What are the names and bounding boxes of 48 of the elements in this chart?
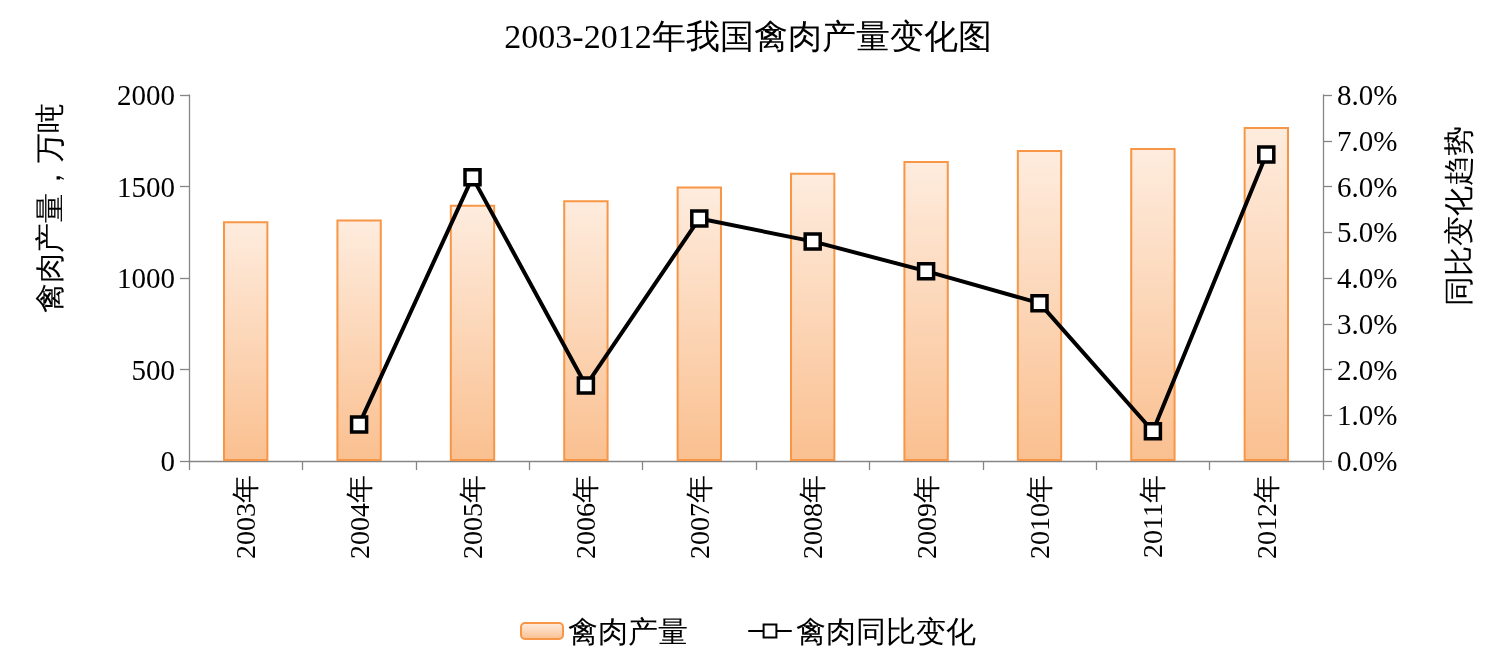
bar [1243, 127, 1289, 461]
y2-tick-label: 6.0% [1337, 170, 1398, 203]
bar [1016, 149, 1063, 461]
chart-title: 2003-2012年我国禽肉产量变化图 [504, 17, 992, 55]
y-tick-label: 0 [160, 445, 175, 477]
y2-tick-label: 4.0% [1337, 262, 1398, 294]
y2-tick-label: 1.0% [1337, 399, 1398, 432]
y2-tick-label: 3.0% [1337, 307, 1398, 340]
x-tick-label: 2012年 [1250, 475, 1282, 559]
x-tick-label: 2004年 [343, 475, 375, 559]
bar [790, 172, 836, 461]
point [803, 232, 822, 251]
x-tick-label: 2005年 [457, 475, 488, 559]
bar [449, 204, 496, 461]
y2-tick-label: 2.0% [1337, 353, 1398, 386]
y-tick-label: 500 [131, 353, 175, 386]
y2-tick-label: 5.0% [1337, 216, 1398, 249]
bar [563, 200, 609, 461]
bar [676, 186, 722, 461]
legend-label: 禽肉同比变化 [796, 614, 976, 648]
x-tick-label: 2008年 [797, 475, 829, 559]
x-tick-label: 2010年 [1024, 475, 1055, 559]
bar [336, 219, 382, 461]
x-tick-label: 2009年 [910, 475, 942, 559]
y-tick-label: 1000 [117, 262, 175, 294]
point [1257, 145, 1276, 164]
y-tick-label: 2000 [117, 79, 175, 111]
bar [903, 160, 949, 461]
point [349, 415, 369, 434]
bar [1130, 148, 1176, 461]
point [463, 168, 482, 187]
point [1143, 422, 1163, 441]
x-tick-label: 2003年 [230, 475, 262, 559]
y-tick-label: 1500 [117, 170, 175, 203]
bar [223, 221, 269, 461]
point [916, 261, 936, 281]
y2-axis-title: 同比变化趋势 [1441, 126, 1475, 306]
legend-label: 禽肉产量 [568, 614, 688, 648]
x-tick-label: 2007年 [683, 475, 715, 559]
point [690, 209, 709, 228]
y-axis-title: 禽肉产量，万吨 [32, 103, 66, 313]
x-tick-label: 2006年 [570, 475, 602, 559]
y2-tick-label: 8.0% [1337, 79, 1398, 111]
y2-tick-label: 0.0% [1337, 445, 1398, 477]
x-tick-label: 2011年 [1137, 475, 1169, 558]
y2-tick-label: 7.0% [1337, 124, 1398, 157]
point [576, 376, 596, 395]
point [1030, 293, 1049, 313]
